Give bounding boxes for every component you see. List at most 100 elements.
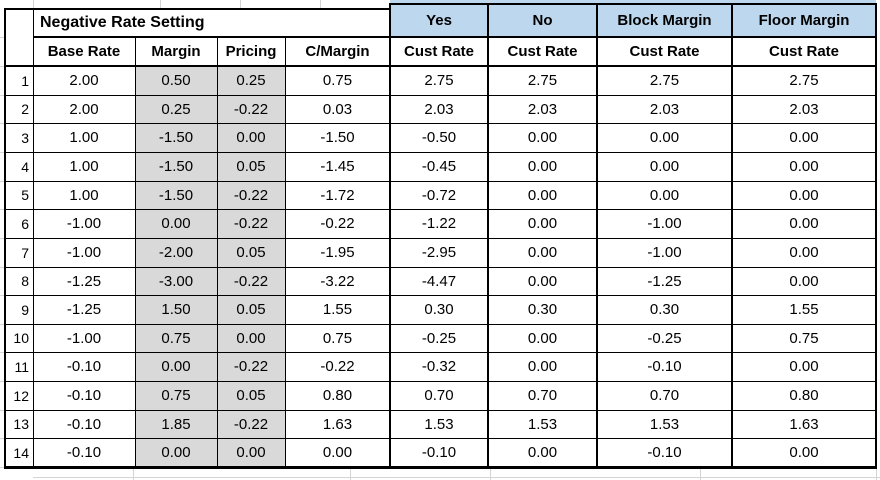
data-cell[interactable]: 0.75 bbox=[732, 324, 876, 352]
data-cell[interactable]: 0.50 bbox=[135, 66, 217, 95]
data-cell[interactable]: 0.00 bbox=[217, 438, 285, 467]
sub-header-cell[interactable]: C/Margin bbox=[285, 37, 390, 66]
data-cell[interactable]: 0.00 bbox=[732, 209, 876, 238]
data-cell[interactable]: 1.00 bbox=[33, 181, 135, 209]
row-number[interactable]: 5 bbox=[5, 181, 33, 209]
data-cell[interactable]: 0.70 bbox=[390, 381, 488, 410]
data-cell[interactable]: 0.25 bbox=[135, 95, 217, 123]
data-cell[interactable]: 0.00 bbox=[732, 181, 876, 209]
data-cell[interactable]: 0.00 bbox=[597, 181, 732, 209]
data-cell[interactable]: 0.70 bbox=[597, 381, 732, 410]
data-cell[interactable]: 0.00 bbox=[488, 352, 597, 381]
data-cell[interactable]: -0.22 bbox=[285, 352, 390, 381]
data-cell[interactable]: 1.63 bbox=[285, 410, 390, 438]
data-cell[interactable]: 0.00 bbox=[597, 152, 732, 181]
data-cell[interactable]: -0.25 bbox=[597, 324, 732, 352]
option-header-cell[interactable]: Floor Margin bbox=[732, 3, 876, 37]
data-cell[interactable]: 0.80 bbox=[732, 381, 876, 410]
data-cell[interactable]: -0.50 bbox=[390, 123, 488, 152]
data-cell[interactable]: -2.00 bbox=[135, 238, 217, 267]
group-header-cell[interactable]: Negative Rate Setting bbox=[33, 8, 390, 37]
row-number[interactable]: 1 bbox=[5, 66, 33, 95]
data-cell[interactable]: -0.22 bbox=[285, 209, 390, 238]
data-cell[interactable]: 0.00 bbox=[135, 209, 217, 238]
data-cell[interactable]: 1.00 bbox=[33, 123, 135, 152]
row-number[interactable]: 13 bbox=[5, 410, 33, 438]
data-cell[interactable]: 2.00 bbox=[33, 95, 135, 123]
data-cell[interactable]: 0.00 bbox=[732, 438, 876, 467]
data-cell[interactable]: -2.95 bbox=[390, 238, 488, 267]
option-header-cell[interactable]: No bbox=[488, 3, 597, 37]
sub-header-cell[interactable]: Margin bbox=[135, 37, 217, 66]
data-cell[interactable]: -0.72 bbox=[390, 181, 488, 209]
data-cell[interactable]: 0.00 bbox=[488, 123, 597, 152]
row-number[interactable]: 14 bbox=[5, 438, 33, 467]
sub-header-cell[interactable]: Cust Rate bbox=[732, 37, 876, 66]
data-cell[interactable]: 2.03 bbox=[597, 95, 732, 123]
data-cell[interactable]: 0.05 bbox=[217, 152, 285, 181]
row-number[interactable]: 11 bbox=[5, 352, 33, 381]
data-cell[interactable]: 2.03 bbox=[732, 95, 876, 123]
data-cell[interactable]: 0.00 bbox=[488, 238, 597, 267]
data-cell[interactable]: -0.10 bbox=[390, 438, 488, 467]
data-cell[interactable]: 0.30 bbox=[390, 295, 488, 324]
data-cell[interactable]: -1.50 bbox=[135, 152, 217, 181]
data-cell[interactable]: 0.00 bbox=[217, 123, 285, 152]
row-number[interactable]: 4 bbox=[5, 152, 33, 181]
data-cell[interactable]: 0.03 bbox=[285, 95, 390, 123]
data-cell[interactable]: -0.22 bbox=[217, 352, 285, 381]
data-cell[interactable]: 0.00 bbox=[732, 352, 876, 381]
sub-header-cell[interactable]: Cust Rate bbox=[488, 37, 597, 66]
data-cell[interactable]: -3.22 bbox=[285, 267, 390, 295]
data-cell[interactable]: -1.25 bbox=[33, 295, 135, 324]
data-cell[interactable]: 0.75 bbox=[285, 324, 390, 352]
data-cell[interactable]: 0.75 bbox=[135, 324, 217, 352]
data-cell[interactable]: 0.00 bbox=[135, 438, 217, 467]
data-cell[interactable]: -0.10 bbox=[33, 381, 135, 410]
row-number[interactable]: 2 bbox=[5, 95, 33, 123]
data-cell[interactable]: -1.95 bbox=[285, 238, 390, 267]
data-cell[interactable]: 0.00 bbox=[732, 152, 876, 181]
data-cell[interactable]: 1.55 bbox=[285, 295, 390, 324]
data-cell[interactable]: 0.25 bbox=[217, 66, 285, 95]
data-cell[interactable]: 2.03 bbox=[488, 95, 597, 123]
data-cell[interactable]: -0.10 bbox=[33, 438, 135, 467]
data-cell[interactable]: 0.05 bbox=[217, 381, 285, 410]
data-cell[interactable]: 1.50 bbox=[135, 295, 217, 324]
data-cell[interactable]: 0.00 bbox=[732, 123, 876, 152]
data-cell[interactable]: 0.00 bbox=[488, 152, 597, 181]
sub-header-cell[interactable]: Cust Rate bbox=[390, 37, 488, 66]
data-cell[interactable]: 2.00 bbox=[33, 66, 135, 95]
option-header-cell[interactable]: Block Margin bbox=[597, 3, 732, 37]
sub-header-cell[interactable]: Base Rate bbox=[33, 37, 135, 66]
row-number[interactable]: 7 bbox=[5, 238, 33, 267]
data-cell[interactable]: 1.00 bbox=[33, 152, 135, 181]
data-cell[interactable]: 0.75 bbox=[285, 66, 390, 95]
data-cell[interactable]: 0.00 bbox=[135, 352, 217, 381]
data-cell[interactable]: -0.22 bbox=[217, 209, 285, 238]
row-number[interactable]: 3 bbox=[5, 123, 33, 152]
data-cell[interactable]: 0.00 bbox=[488, 324, 597, 352]
data-cell[interactable]: -1.50 bbox=[135, 181, 217, 209]
row-number[interactable]: 6 bbox=[5, 209, 33, 238]
data-cell[interactable]: -0.22 bbox=[217, 410, 285, 438]
data-cell[interactable]: 1.53 bbox=[488, 410, 597, 438]
data-cell[interactable]: -3.00 bbox=[135, 267, 217, 295]
data-cell[interactable]: 0.30 bbox=[597, 295, 732, 324]
data-cell[interactable]: -1.00 bbox=[33, 238, 135, 267]
data-cell[interactable]: 0.05 bbox=[217, 295, 285, 324]
row-number[interactable]: 8 bbox=[5, 267, 33, 295]
data-cell[interactable]: -1.45 bbox=[285, 152, 390, 181]
data-cell[interactable]: -1.25 bbox=[33, 267, 135, 295]
data-cell[interactable]: -0.10 bbox=[33, 352, 135, 381]
data-cell[interactable]: -0.10 bbox=[33, 410, 135, 438]
data-cell[interactable]: 0.75 bbox=[135, 381, 217, 410]
corner-cell[interactable] bbox=[5, 8, 33, 66]
data-cell[interactable]: 0.00 bbox=[488, 267, 597, 295]
row-number[interactable]: 10 bbox=[5, 324, 33, 352]
sub-header-cell[interactable]: Pricing bbox=[217, 37, 285, 66]
data-cell[interactable]: 0.00 bbox=[732, 267, 876, 295]
data-cell[interactable]: 0.00 bbox=[488, 209, 597, 238]
data-cell[interactable]: -0.22 bbox=[217, 181, 285, 209]
data-cell[interactable]: -4.47 bbox=[390, 267, 488, 295]
